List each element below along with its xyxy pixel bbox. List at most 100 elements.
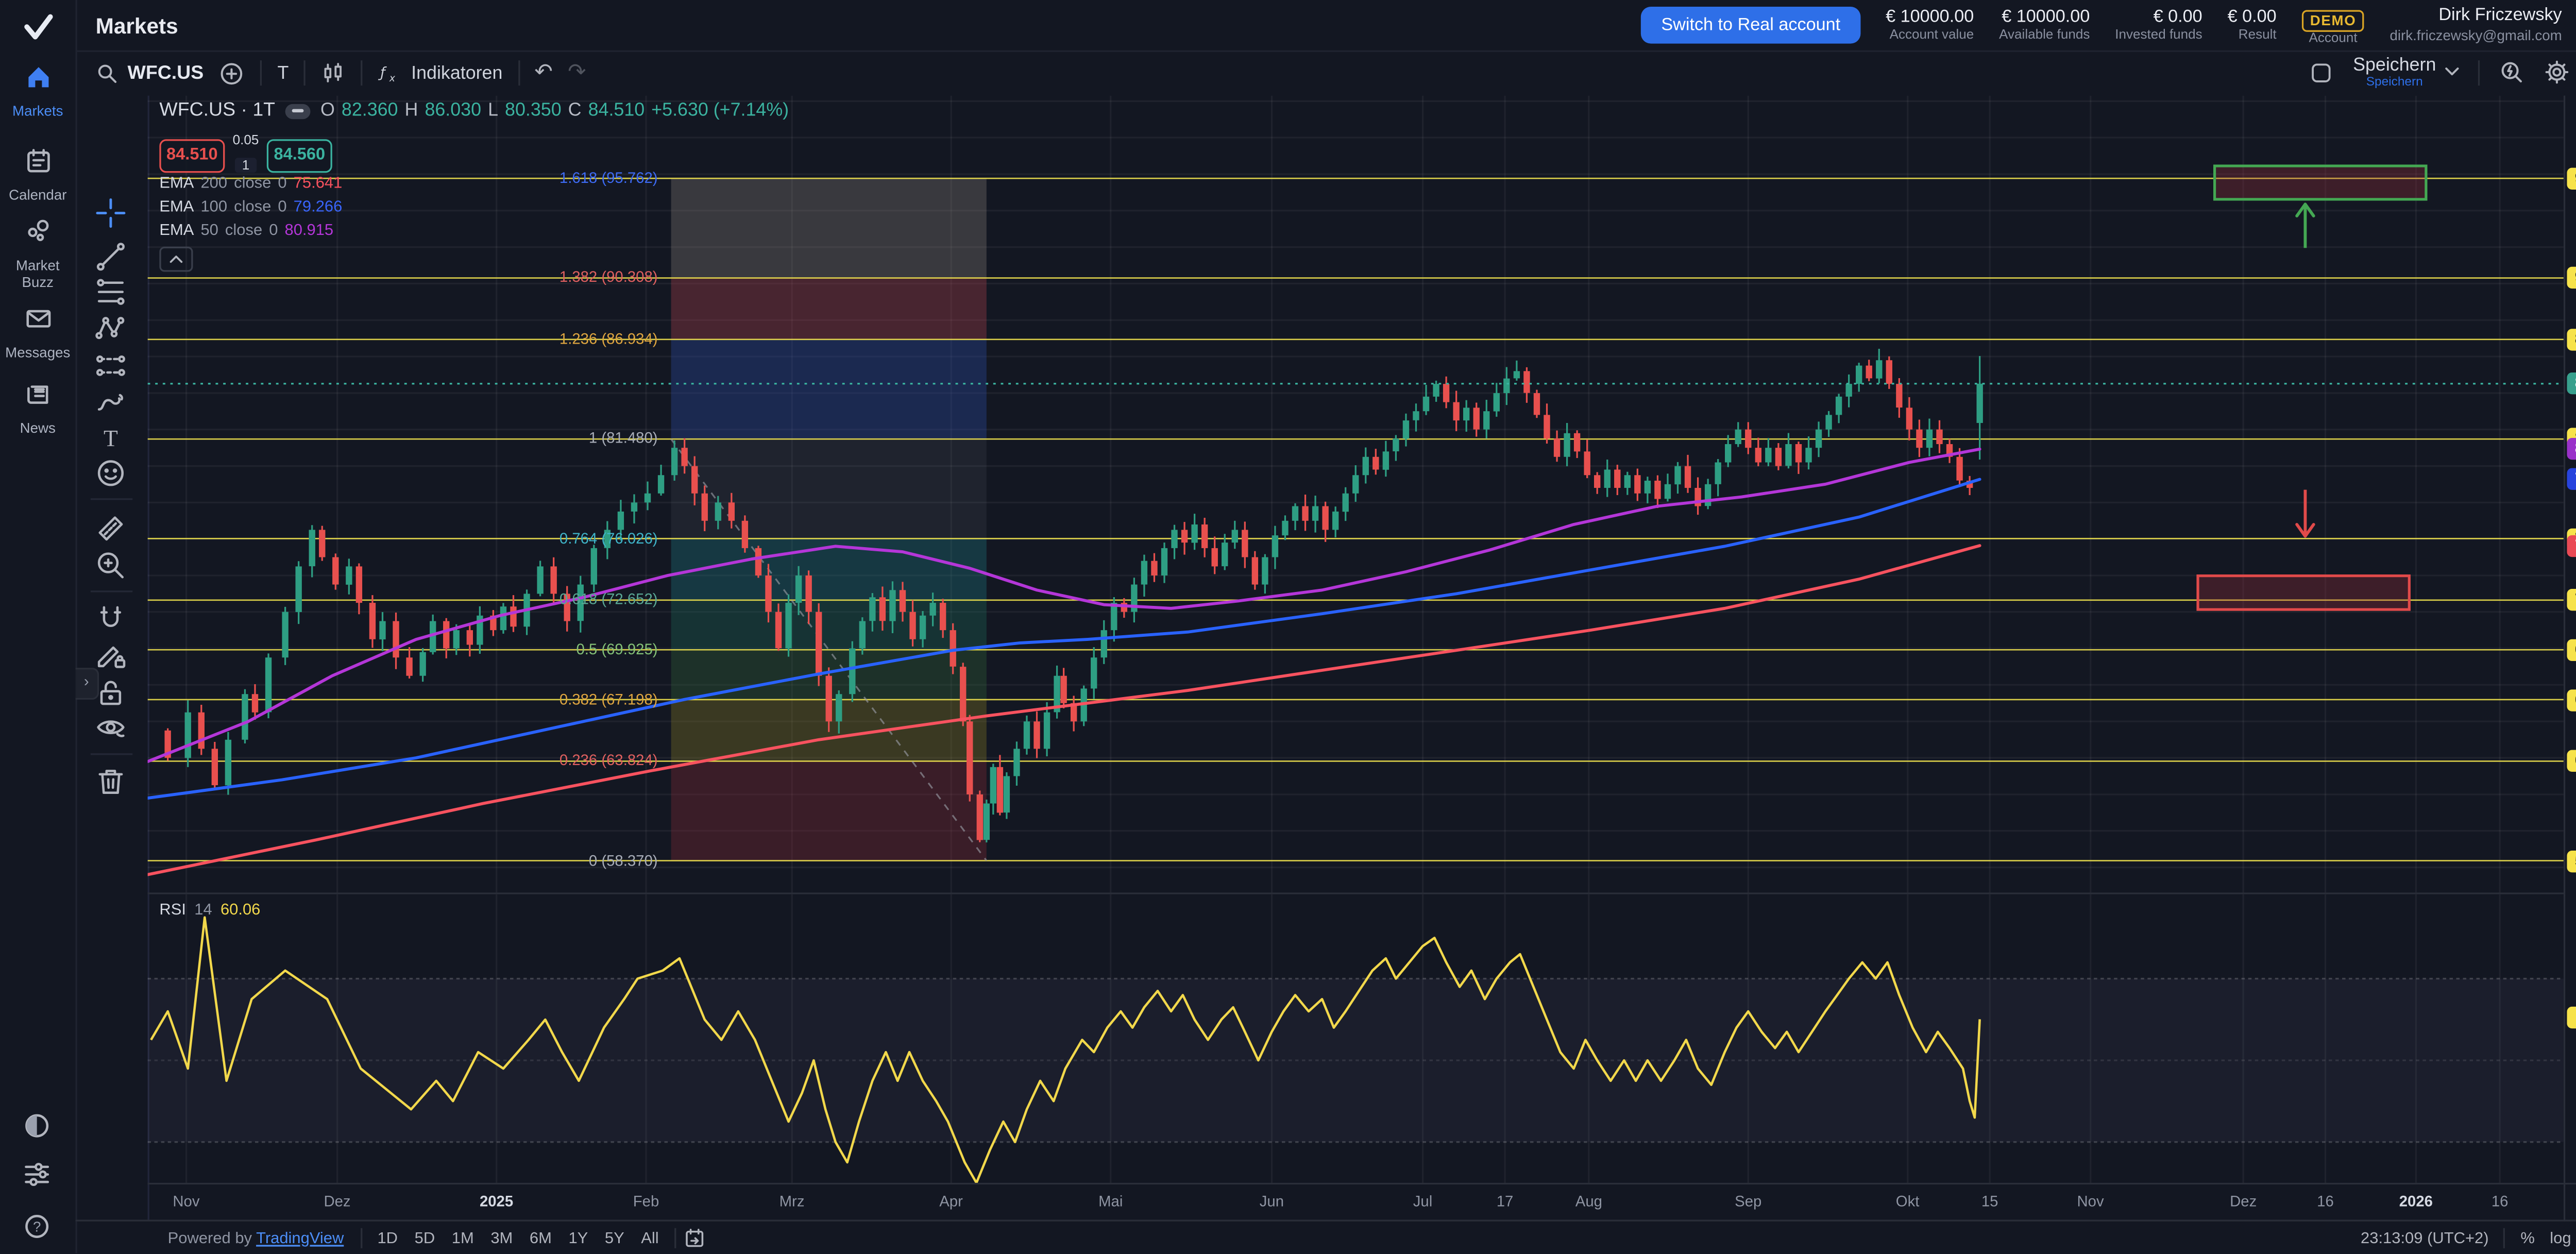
spread-widget: 0.05 1 bbox=[225, 132, 266, 179]
high-label: H bbox=[404, 100, 418, 121]
settings-sliders-icon[interactable] bbox=[22, 1159, 52, 1190]
object-tree-expander[interactable]: › bbox=[75, 668, 99, 700]
text-tool-icon[interactable]: T bbox=[92, 419, 129, 456]
price-chart-canvas[interactable] bbox=[147, 95, 2564, 893]
ema-200-legend[interactable]: EMA 200 close 0 75.641 bbox=[159, 175, 342, 193]
range-all-button[interactable]: All bbox=[641, 1229, 659, 1248]
time-axis-label: Nov bbox=[2077, 1193, 2104, 1210]
candle-style-icon[interactable] bbox=[320, 60, 346, 86]
range-5d-button[interactable]: 5D bbox=[414, 1229, 435, 1248]
price-axis-badge: 75.641 bbox=[2567, 534, 2576, 557]
layout-icon[interactable] bbox=[2309, 60, 2334, 86]
gear-icon[interactable] bbox=[2544, 60, 2570, 87]
time-axis-label: 16 bbox=[2491, 1193, 2509, 1210]
switch-to-real-account-button[interactable]: Switch to Real account bbox=[1641, 6, 1861, 44]
toolbar-separator bbox=[90, 498, 133, 500]
price-axis-badge: 84.510 bbox=[2567, 372, 2576, 395]
low-value: 80.350 bbox=[505, 100, 562, 121]
crosshair-tool-icon[interactable] bbox=[92, 195, 129, 232]
fib-level-label: 0.236 (63.824) bbox=[559, 752, 658, 769]
rsi-legend[interactable]: RSI 14 60.06 bbox=[159, 901, 260, 920]
rsi-pane[interactable]: RSI 14 60.06 bbox=[147, 892, 2564, 1185]
ema-value: 80.915 bbox=[284, 221, 334, 240]
buy-button[interactable]: 84.560 bbox=[266, 139, 332, 173]
invested-funds-stat: € 0.00 Invested funds bbox=[2115, 7, 2202, 43]
toolbar-separator bbox=[90, 753, 133, 755]
range-1d-button[interactable]: 1D bbox=[377, 1229, 398, 1248]
brand-logo-checkmark-icon[interactable] bbox=[20, 12, 57, 42]
user-info: Dirk Friczewsky dirk.friczewsky@gmail.co… bbox=[2389, 5, 2562, 45]
range-6m-button[interactable]: 6M bbox=[529, 1229, 552, 1248]
percent-scale-button[interactable]: % bbox=[2520, 1229, 2535, 1248]
powered-text: Powered by bbox=[167, 1229, 252, 1248]
xabcd-pattern-tool-icon[interactable] bbox=[92, 310, 129, 347]
ema-length: 100 bbox=[200, 198, 228, 217]
price-chart-pane[interactable]: 1.618 (95.762) 1.382 (90.308) 1.236 (86.93… bbox=[147, 95, 2564, 893]
magnet-tool-icon[interactable] bbox=[92, 601, 129, 638]
hide-drawings-icon[interactable] bbox=[92, 709, 129, 747]
goto-date-icon[interactable] bbox=[682, 1227, 706, 1250]
zoom-in-tool-icon[interactable] bbox=[92, 547, 129, 584]
price-axis-badge: 63.824 bbox=[2567, 750, 2576, 772]
quick-search-icon[interactable] bbox=[2498, 60, 2525, 87]
range-1m-button[interactable]: 1M bbox=[451, 1229, 474, 1248]
ema-50-legend[interactable]: EMA 50 close 0 80.915 bbox=[159, 222, 333, 240]
brush-tool-icon[interactable] bbox=[92, 384, 129, 421]
undo-icon[interactable]: ↶ bbox=[534, 60, 553, 86]
save-layout-button[interactable]: Speichern Speichern bbox=[2353, 56, 2460, 90]
range-5y-button[interactable]: 5Y bbox=[604, 1229, 624, 1248]
sidebar-item-label: News bbox=[20, 419, 56, 436]
sidebar-item-calendar[interactable]: Calendar bbox=[0, 146, 76, 204]
compare-add-icon[interactable] bbox=[219, 60, 246, 87]
legend-collapse-button[interactable] bbox=[159, 246, 193, 272]
ema-100-legend[interactable]: EMA 100 close 0 79.266 bbox=[159, 198, 342, 216]
trade-widget: 84.510 0.05 1 84.560 bbox=[159, 132, 332, 179]
emoji-tool-icon[interactable] bbox=[92, 455, 129, 492]
time-axis-label: Okt bbox=[1895, 1193, 1920, 1210]
legend-symbol-interval: WFC.US · 1T bbox=[159, 100, 276, 121]
redo-icon[interactable]: ↷ bbox=[568, 60, 586, 86]
sidebar-item-market-buzz[interactable]: Market Buzz bbox=[0, 216, 76, 291]
tradingview-link[interactable]: TradingView bbox=[256, 1229, 344, 1248]
sidebar-item-news[interactable]: News bbox=[0, 379, 76, 437]
theme-contrast-icon[interactable] bbox=[22, 1111, 52, 1141]
trend-line-tool-icon[interactable] bbox=[92, 238, 129, 275]
fib-retracement-tool-icon[interactable] bbox=[92, 274, 129, 311]
price-axis[interactable]: 100.00098.00094.00092.00090.00088.00086.… bbox=[2563, 95, 2576, 1183]
toolbar-separator bbox=[2478, 60, 2480, 86]
interval-button[interactable]: T bbox=[277, 63, 289, 83]
sidebar-item-messages[interactable]: Messages bbox=[0, 303, 76, 362]
time-axis[interactable]: Nov Dez 2025 Feb Mrz Apr Mai Jun Jul 17 Aug Sep Okt 1… bbox=[147, 1182, 2564, 1222]
chevron-up-icon bbox=[170, 256, 183, 263]
remove-drawings-icon[interactable] bbox=[92, 764, 129, 801]
rsi-canvas[interactable] bbox=[147, 894, 2564, 1185]
help-icon[interactable]: ? bbox=[22, 1211, 52, 1242]
page-title: Markets bbox=[95, 12, 178, 38]
range-1y-button[interactable]: 1Y bbox=[568, 1229, 588, 1248]
demo-account-badge-group: DEMO Account bbox=[2301, 3, 2365, 47]
time-axis-label: 16 bbox=[2317, 1193, 2334, 1210]
log-scale-button[interactable]: log bbox=[2550, 1229, 2571, 1248]
range-3m-button[interactable]: 3M bbox=[490, 1229, 513, 1248]
low-label: L bbox=[488, 100, 499, 121]
svg-text:T: T bbox=[104, 425, 118, 451]
quantity-value[interactable]: 1 bbox=[235, 158, 257, 174]
sell-button[interactable]: 84.510 bbox=[159, 139, 225, 173]
projection-tool-icon[interactable] bbox=[92, 347, 129, 384]
symbol-search-button[interactable]: WFC.US bbox=[96, 61, 204, 85]
sidebar-item-markets[interactable]: Markets bbox=[0, 62, 76, 120]
calendar-icon bbox=[23, 146, 53, 176]
stay-in-drawing-mode-icon[interactable] bbox=[92, 637, 129, 674]
legend-visibility-pill[interactable] bbox=[285, 103, 311, 118]
header-account-cluster: Switch to Real account € 10000.00 Accoun… bbox=[1641, 3, 2576, 47]
sidebar-item-label: Markets bbox=[12, 102, 63, 120]
time-axis-label: Dez bbox=[2230, 1193, 2257, 1210]
save-sub-label: Speichern bbox=[2366, 74, 2423, 90]
measure-tool-icon[interactable] bbox=[92, 510, 129, 547]
top-header: Markets Switch to Real account € 10000.0… bbox=[75, 0, 2576, 52]
chevron-down-icon bbox=[2445, 68, 2459, 76]
ema-value: 75.641 bbox=[293, 174, 343, 193]
lock-drawings-icon[interactable] bbox=[92, 674, 129, 711]
